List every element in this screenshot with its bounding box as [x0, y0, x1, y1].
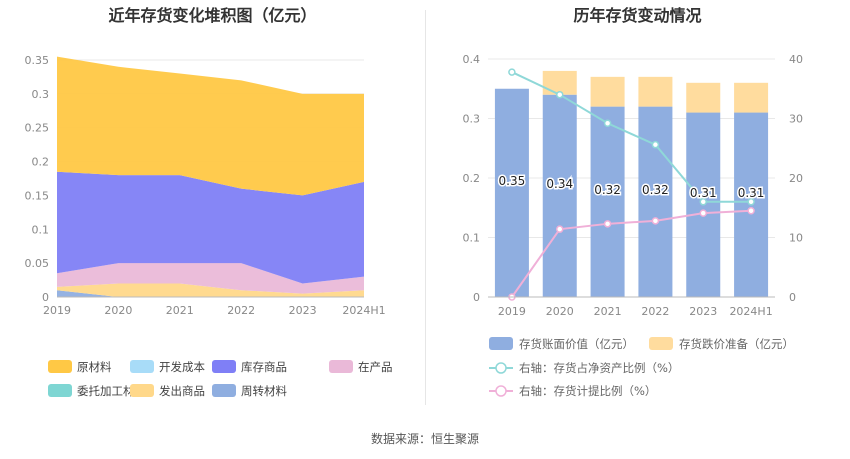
- y2-tick-label: 30: [789, 113, 803, 126]
- line-point: [508, 68, 516, 76]
- y2-tick-label: 20: [789, 172, 803, 185]
- y-tick-label: 0.2: [463, 172, 481, 185]
- legend-label: 开发成本: [159, 360, 205, 374]
- y-tick-label: 0.2: [32, 156, 50, 169]
- legend-swatch: [212, 360, 236, 373]
- x-tick-label: 2024H1: [342, 304, 385, 317]
- legend-swatch: [130, 360, 154, 373]
- legend-swatch: [48, 384, 72, 397]
- y-tick-label: 0.3: [463, 113, 481, 126]
- y-tick-label: 0.1: [463, 232, 481, 245]
- legend-swatch: [649, 337, 673, 350]
- x-tick-label: 2022: [641, 305, 669, 318]
- legend-label: 在产品: [358, 360, 393, 374]
- x-tick-label: 2019: [498, 305, 526, 318]
- x-tick-label: 2021: [166, 304, 194, 317]
- bar-value-label: 0.34: [546, 177, 573, 191]
- legend-swatch: [329, 360, 353, 373]
- line-point: [603, 220, 612, 228]
- legend-label: 原材料: [77, 360, 112, 374]
- area-在产品: [57, 263, 364, 294]
- line-point: [747, 206, 755, 215]
- x-tick-label: 2023: [289, 304, 317, 317]
- legend-swatch: [489, 337, 513, 350]
- line-point: [556, 225, 564, 233]
- y-tick-label: 0.15: [25, 189, 50, 202]
- bar-存货账面价值（亿元）: [542, 94, 577, 297]
- bar-存货跌价准备（亿元）: [686, 82, 721, 113]
- legend-swatch-marker: [495, 385, 507, 397]
- line-右轴：存货占净资产比例（%）: [511, 71, 752, 203]
- legend-label: 库存商品: [241, 360, 287, 374]
- x-tick-label: 2020: [104, 304, 132, 317]
- bar-存货跌价准备（亿元）: [638, 76, 673, 107]
- legend-swatch: [130, 384, 154, 397]
- x-tick-label: 2021: [594, 305, 622, 318]
- y2-tick-label: 10: [789, 232, 803, 245]
- legend-label: 委托加工材料: [77, 384, 146, 398]
- legend-swatch: [48, 360, 72, 373]
- bar-存货账面价值（亿元）: [494, 88, 529, 297]
- x-tick-label: 2022: [227, 304, 255, 317]
- line-point: [651, 140, 660, 149]
- y2-tick-label: 0: [789, 291, 796, 304]
- x-tick-label: 2019: [43, 304, 71, 317]
- left-chart-title: 近年存货变化堆积图（亿元）: [108, 6, 317, 25]
- legend-swatch-marker: [495, 362, 507, 374]
- x-tick-label: 2023: [689, 305, 717, 318]
- legend-label: 右轴：存货占净资产比例（%）: [519, 361, 679, 375]
- area-原材料: [57, 56, 364, 196]
- x-tick-label: 2024H1: [729, 305, 772, 318]
- bar-存货跌价准备（亿元）: [542, 70, 577, 95]
- line-point: [651, 217, 660, 225]
- panel-divider: [425, 10, 426, 405]
- legend-label: 存货跌价准备（亿元）: [679, 337, 794, 351]
- bar-存货账面价值（亿元）: [638, 106, 673, 297]
- line-point: [603, 119, 612, 128]
- inventory-change-chart-panel: 历年存货变动情况 0 0.1 0.2 0.3 0.4 0 10 20 30 40 0.35 0.34 0…: [425, 0, 850, 459]
- area-发出商品: [57, 283, 364, 297]
- bar-存货跌价准备（亿元）: [590, 76, 625, 107]
- legend-label: 周转材料: [241, 384, 287, 398]
- line-point: [699, 198, 707, 206]
- y-tick-label: 0: [42, 291, 49, 304]
- y-tick-label: 0.25: [25, 122, 50, 135]
- y-tick-label: 0.3: [32, 88, 50, 101]
- bar-value-label: 0.31: [738, 186, 765, 200]
- area-周转材料: [57, 290, 364, 297]
- bar-value-label: 0.35: [499, 174, 526, 188]
- stacked-area-chart-panel: 近年存货变化堆积图（亿元） 0 0.05 0.1 0.15 0.2 0.25 0.3 0.35…: [25, 6, 393, 398]
- legend-label: 右轴：存货计提比例（%）: [519, 384, 656, 398]
- stacked-area-chart: 0 0.05 0.1 0.15 0.2 0.25 0.3 0.35 2019 2020 2021 20…: [25, 54, 393, 398]
- bar-存货账面价值（亿元）: [590, 106, 625, 297]
- inventory-bar-line-chart: 0 0.1 0.2 0.3 0.4 0 10 20 30 40 0.35 0.34 0.32 0.32 0.…: [463, 53, 804, 398]
- bar-存货跌价准备（亿元）: [734, 82, 769, 113]
- x-tick-label: 2020: [546, 305, 574, 318]
- bar-value-label: 0.32: [642, 183, 669, 197]
- legend-swatch: [212, 384, 236, 397]
- y-tick-label: 0.1: [32, 223, 50, 236]
- legend-label: 发出商品: [159, 384, 205, 398]
- area-库存商品: [57, 171, 364, 284]
- right-chart-title: 历年存货变动情况: [573, 6, 702, 25]
- line-point: [747, 198, 755, 206]
- y-tick-label: 0.4: [463, 53, 481, 66]
- line-point: [556, 90, 564, 99]
- line-point: [699, 209, 707, 217]
- data-source-note: 数据来源：恒生聚源: [370, 432, 479, 446]
- y2-tick-label: 40: [789, 53, 803, 66]
- y-tick-label: 0: [473, 291, 480, 304]
- legend-label: 存货账面价值（亿元）: [519, 337, 634, 351]
- line-右轴：存货计提比例（%）: [511, 209, 752, 298]
- y-tick-label: 0.05: [25, 257, 50, 270]
- y-tick-label: 0.35: [25, 54, 50, 67]
- bar-value-label: 0.32: [594, 183, 621, 197]
- bar-value-label: 0.31: [690, 186, 717, 200]
